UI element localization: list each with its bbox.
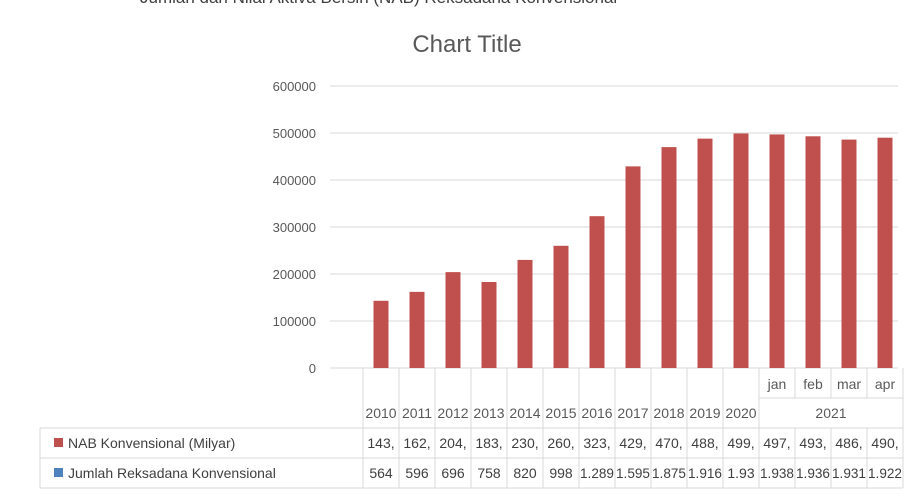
y-tick-label: 200000 [273,267,316,282]
table-cell: 1.875 [652,465,686,481]
table-cell: 260, [547,435,574,451]
category-label-2010: 2010 [365,405,396,421]
table-cell: 596 [405,465,429,481]
legend-label: Jumlah Reksadana Konvensional [68,465,276,481]
category-label-apr: apr [875,376,896,392]
y-tick-label: 100000 [273,314,316,329]
category-label-2016: 2016 [581,405,612,421]
category-label-2011: 2011 [402,405,432,421]
table-cell: 230, [511,435,538,451]
table-cell: 499, [727,435,754,451]
gridlines [330,85,898,369]
bar-2020 [733,133,749,368]
category-label-feb: feb [803,376,823,392]
bar-apr [877,137,893,368]
table-cell: 1.916 [688,465,722,481]
bar-mar [841,139,857,368]
table-cell: 323, [583,435,610,451]
table-cell: 493, [799,435,826,451]
bar-2010 [373,300,389,368]
table-cell: 1.938 [760,465,794,481]
table-cell: 998 [549,465,573,481]
category-label-2018: 2018 [653,405,684,421]
table-cell: 1.936 [796,465,830,481]
category-label-2017: 2017 [617,405,648,421]
category-label-2020: 2020 [725,405,756,421]
table-cell: 162, [403,435,430,451]
table-cell: 758 [477,465,501,481]
y-tick-label: 500000 [273,126,316,141]
category-label-2014: 2014 [509,405,540,421]
y-tick-label: 300000 [273,220,316,235]
table-cell: 696 [441,465,465,481]
bar-2011 [409,291,425,368]
category-label-2015: 2015 [545,405,576,421]
y-tick-label: 0 [309,361,316,376]
table-cell: 490, [871,435,898,451]
y-tick-label: 600000 [273,79,316,94]
bar-2019 [697,138,713,368]
category-label-2019: 2019 [689,405,720,421]
table-cell: 1.595 [616,465,650,481]
category-label-jan: jan [767,376,787,392]
category-label-mar: mar [837,376,861,392]
table-cell: 1.93 [727,465,754,481]
bar-jan [769,134,785,368]
table-cell: 429, [619,435,646,451]
page-header: Jumlah dan Nilai Aktiva Bersih (NAB) Rek… [140,0,617,8]
table-cell: 1.922 [868,465,902,481]
data-table: 2010 2011 2012 2013 2014 2015 2016 2017 2018 2019… [39,368,904,489]
bar-2012 [445,272,461,368]
bar-2013 [481,281,497,368]
legend-swatch [54,468,63,477]
y-axis-ticks: 600000 500000 400000 300000 200000 100000 0 [273,79,316,376]
table-cell: 1.931 [832,465,866,481]
table-cell: 820 [513,465,537,481]
table-cell: 564 [369,465,393,481]
category-label-2013: 2013 [473,405,504,421]
y-tick-label: 400000 [273,173,316,188]
bar-2017 [625,166,641,368]
table-cell: 1.289 [580,465,614,481]
table-cell: 486, [835,435,862,451]
table-cell: 143, [367,435,394,451]
table-cell: 204, [439,435,466,451]
table-cell: 470, [655,435,682,451]
bars [373,133,893,368]
category-group-label: 2021 [815,405,846,421]
category-label-2012: 2012 [437,405,468,421]
table-cell: 488, [691,435,718,451]
table-cell: 183, [475,435,502,451]
bar-2016 [589,216,605,368]
bar-2015 [553,245,569,368]
bar-2014 [517,259,533,368]
bar-2018 [661,147,677,368]
table-cell: 497, [763,435,790,451]
legend-swatch [54,438,63,447]
chart-title: Chart Title [412,31,521,58]
legend-label: NAB Konvensional (Milyar) [68,435,235,451]
bar-feb [805,136,821,368]
